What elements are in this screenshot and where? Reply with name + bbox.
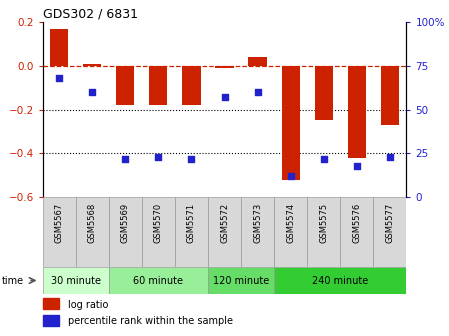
Text: 120 minute: 120 minute <box>213 276 269 286</box>
Bar <box>50 29 68 66</box>
Bar <box>274 267 406 294</box>
Text: GSM5569: GSM5569 <box>121 203 130 243</box>
Text: GDS302 / 6831: GDS302 / 6831 <box>43 8 138 21</box>
Point <box>155 154 162 160</box>
Bar <box>43 267 109 294</box>
Point <box>353 163 361 168</box>
Text: 30 minute: 30 minute <box>51 276 101 286</box>
Text: GSM5572: GSM5572 <box>220 203 229 243</box>
Point <box>88 89 96 95</box>
Bar <box>340 197 373 267</box>
Bar <box>282 66 300 179</box>
Bar <box>175 197 208 267</box>
Point <box>56 75 63 81</box>
Text: GSM5570: GSM5570 <box>154 203 163 243</box>
Bar <box>76 197 109 267</box>
Bar <box>381 66 399 125</box>
Bar <box>43 298 59 309</box>
Bar <box>43 315 59 326</box>
Point <box>254 89 261 95</box>
Text: time: time <box>2 276 24 286</box>
Bar <box>241 197 274 267</box>
Text: GSM5577: GSM5577 <box>385 203 394 243</box>
Text: GSM5567: GSM5567 <box>55 203 64 243</box>
Text: GSM5573: GSM5573 <box>253 203 262 243</box>
Bar <box>149 66 167 105</box>
Point <box>188 156 195 161</box>
Bar <box>43 197 76 267</box>
Bar <box>307 197 340 267</box>
Bar <box>208 267 274 294</box>
Bar <box>274 197 307 267</box>
Point <box>320 156 327 161</box>
Bar <box>116 66 134 105</box>
Bar <box>182 66 201 105</box>
Bar <box>315 66 333 120</box>
Text: GSM5571: GSM5571 <box>187 203 196 243</box>
Bar <box>216 66 233 68</box>
Point <box>287 173 294 179</box>
Text: GSM5575: GSM5575 <box>319 203 328 243</box>
Bar <box>83 64 101 66</box>
Bar <box>248 57 267 66</box>
Point <box>386 154 393 160</box>
Bar <box>348 66 366 158</box>
Text: log ratio: log ratio <box>68 299 109 309</box>
Text: GSM5568: GSM5568 <box>88 203 97 243</box>
Point <box>221 94 228 100</box>
Bar <box>373 197 406 267</box>
Point <box>122 156 129 161</box>
Bar <box>109 267 208 294</box>
Text: GSM5576: GSM5576 <box>352 203 361 243</box>
Bar <box>142 197 175 267</box>
Bar <box>208 197 241 267</box>
Text: GSM5574: GSM5574 <box>286 203 295 243</box>
Text: percentile rank within the sample: percentile rank within the sample <box>68 316 233 326</box>
Text: 240 minute: 240 minute <box>312 276 368 286</box>
Text: 60 minute: 60 minute <box>133 276 183 286</box>
Bar <box>109 197 142 267</box>
